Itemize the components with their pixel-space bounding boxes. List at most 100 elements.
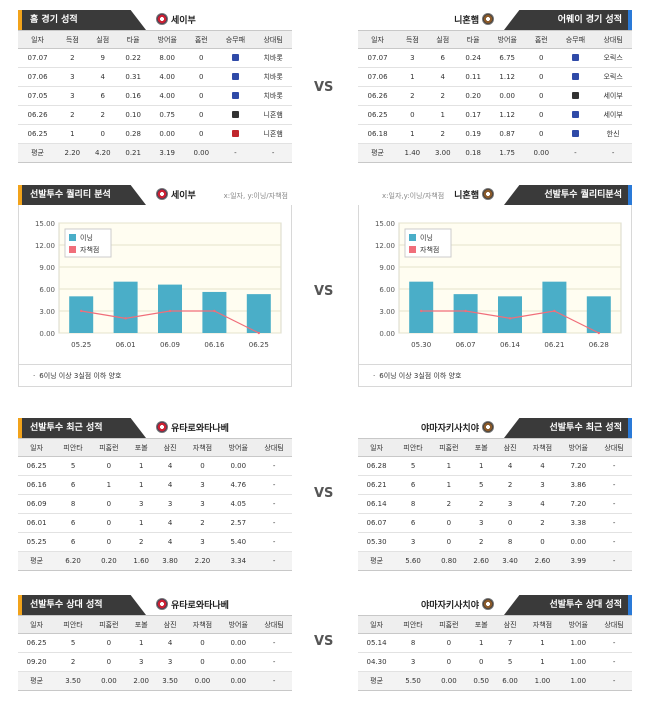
legend-box — [404, 228, 452, 258]
table-cell: 0.87 — [488, 124, 527, 144]
table-row: 04.30 3 0 0 5 1 1.00- — [358, 652, 632, 672]
table-cell: 2 — [87, 105, 118, 125]
quality-left-chart: 0.00 3.00 6.00 9.00 12.00 15.00 05.25 06.01 06.0… — [35, 220, 282, 349]
result-icon — [571, 73, 579, 80]
table-cell: 4 — [155, 456, 185, 476]
table-cell: 8 — [55, 494, 91, 514]
column-header: 삼진 — [495, 438, 525, 457]
table-cell: 0 — [526, 105, 557, 125]
table-row: 06.25 0 1 0.17 1.12 0 세이부 — [358, 105, 632, 125]
table-cell: 06.14 — [358, 494, 396, 514]
column-header: 피홈런 — [430, 615, 467, 634]
table-cell: 06.01 — [18, 513, 56, 533]
table-cell: 0 — [90, 532, 127, 552]
table-cell: 6 — [395, 475, 431, 495]
table-cell: 5 — [395, 456, 431, 476]
table-cell: 3 — [184, 475, 221, 495]
table-cell: 0.11 — [457, 67, 489, 87]
x-tick-label: 06.01 — [116, 341, 136, 349]
column-header: 일자 — [18, 438, 56, 457]
column-header: 득점 — [397, 30, 428, 49]
column-header: 일자 — [18, 30, 58, 49]
column-header: 포볼 — [466, 438, 496, 457]
column-header: 삼진 — [155, 615, 185, 634]
table-cell: 8 — [495, 532, 525, 552]
table-cell: 0.00 — [488, 86, 527, 106]
point-earned-runs — [257, 331, 260, 335]
table-cell: 3 — [57, 86, 88, 106]
table-cell: 3 — [184, 494, 221, 514]
table-cell: 0.00 — [184, 671, 221, 691]
table-cell: 1 — [430, 475, 467, 495]
table-cell: 2 — [524, 513, 561, 533]
table-cell: 06.09 — [18, 494, 56, 514]
table-cell: 06.25 — [358, 105, 398, 125]
legend-swatch-innings — [69, 234, 76, 241]
table-cell: 0.22 — [117, 48, 149, 68]
y-tick-label: 3.00 — [39, 308, 55, 316]
column-header: 방어율 — [560, 438, 597, 457]
table-cell: 3 — [397, 48, 428, 68]
x-tick-label: 06.16 — [204, 341, 225, 349]
column-header: 포볼 — [126, 615, 156, 634]
home-team-name: 세이부 — [156, 13, 196, 28]
y-tick-label: 12.00 — [35, 242, 55, 250]
pitcher-vs-right-title: 선발투수 상대 성적 — [504, 595, 632, 615]
y-tick-label: 9.00 — [379, 264, 395, 272]
table-cell: 0.31 — [117, 67, 149, 87]
table-row: 07.05 3 6 0.16 4.00 0 치바롯 — [18, 86, 292, 106]
legend-label-innings: 이닝 — [80, 233, 93, 242]
table-cell: 3 — [126, 652, 156, 672]
table-cell: 1.12 — [488, 67, 527, 87]
table-cell: 7.20 — [560, 456, 597, 476]
table-cell: 2.57 — [220, 513, 257, 533]
pitcher-recent-right-panel: 야마자키사치야 선발투수 최근 성적 일자 피안타 피홈런 포볼 삼진 자책점 방어율 상대팀… — [358, 418, 632, 571]
table-cell: 6.20 — [55, 551, 91, 571]
table-row: 06.18 1 2 0.19 0.87 0 한신 — [358, 124, 632, 144]
table-cell: 2 — [430, 494, 467, 514]
table-row: 07.06 3 4 0.31 4.00 0 치바롯 — [18, 67, 292, 87]
table-cell: - — [596, 513, 632, 533]
table-cell: 0 — [90, 633, 127, 653]
table-cell: 니혼햄 — [254, 124, 292, 144]
result-icon — [231, 73, 239, 80]
away-recent-panel: 니혼햄 어웨이 경기 성적 일자 득점 실점 타율 방어율 홈런 승무패 상대팀 07.07 3 6… — [358, 10, 632, 163]
column-header: 삼진 — [495, 615, 525, 634]
table-cell: 0.00 — [430, 671, 467, 691]
table-row: 06.14 8 2 2 3 4 7.20- — [358, 494, 632, 514]
x-tick-label: 06.09 — [160, 341, 180, 349]
table-row: 06.25 5 0 1 4 0 0.00- — [18, 633, 292, 653]
table-cell: 1.60 — [126, 551, 156, 571]
table-cell: 0 — [430, 652, 467, 672]
table-cell: - — [256, 475, 292, 495]
table-cell: 0 — [430, 633, 467, 653]
quality-left-chart-box: 0.00 3.00 6.00 9.00 12.00 15.00 05.25 06.01 06.0… — [18, 205, 292, 365]
table-cell: 4.00 — [148, 86, 187, 106]
table-row: 06.01 6 0 1 4 2 2.57- — [18, 513, 292, 533]
table-cell: - — [256, 532, 292, 552]
table-cell: - — [256, 456, 292, 476]
table-row: 09.20 2 0 3 3 0 0.00- — [18, 652, 292, 672]
table-cell: 6 — [55, 513, 91, 533]
table-cell: 0.00 — [90, 671, 127, 691]
column-header: 일자 — [18, 615, 56, 634]
nipponham-logo-icon — [482, 13, 494, 25]
table-cell: 3 — [155, 652, 185, 672]
result-icon — [571, 130, 579, 137]
table-cell: 0.00 — [220, 456, 257, 476]
column-header: 타율 — [457, 30, 489, 49]
table-cell: 09.20 — [18, 652, 56, 672]
table-cell: 5.60 — [395, 551, 431, 571]
table-cell: 0.00 — [560, 532, 597, 552]
table-cell: 4 — [524, 456, 561, 476]
table-row: 05.14 8 0 1 7 1 1.00- — [358, 633, 632, 653]
table-cell: - — [556, 143, 595, 163]
table-cell — [556, 48, 595, 68]
column-header: 피안타 — [395, 438, 431, 457]
table-cell: 06.16 — [18, 475, 56, 495]
quality-right-axis-note: x:일자,y:이닝/자책점 — [382, 192, 445, 200]
table-cell: 07.07 — [18, 48, 58, 68]
vs-label: VS — [314, 634, 334, 649]
table-cell: 1 — [397, 67, 428, 87]
pitcher-recent-left-title: 선발투수 최근 성적 — [18, 418, 146, 438]
